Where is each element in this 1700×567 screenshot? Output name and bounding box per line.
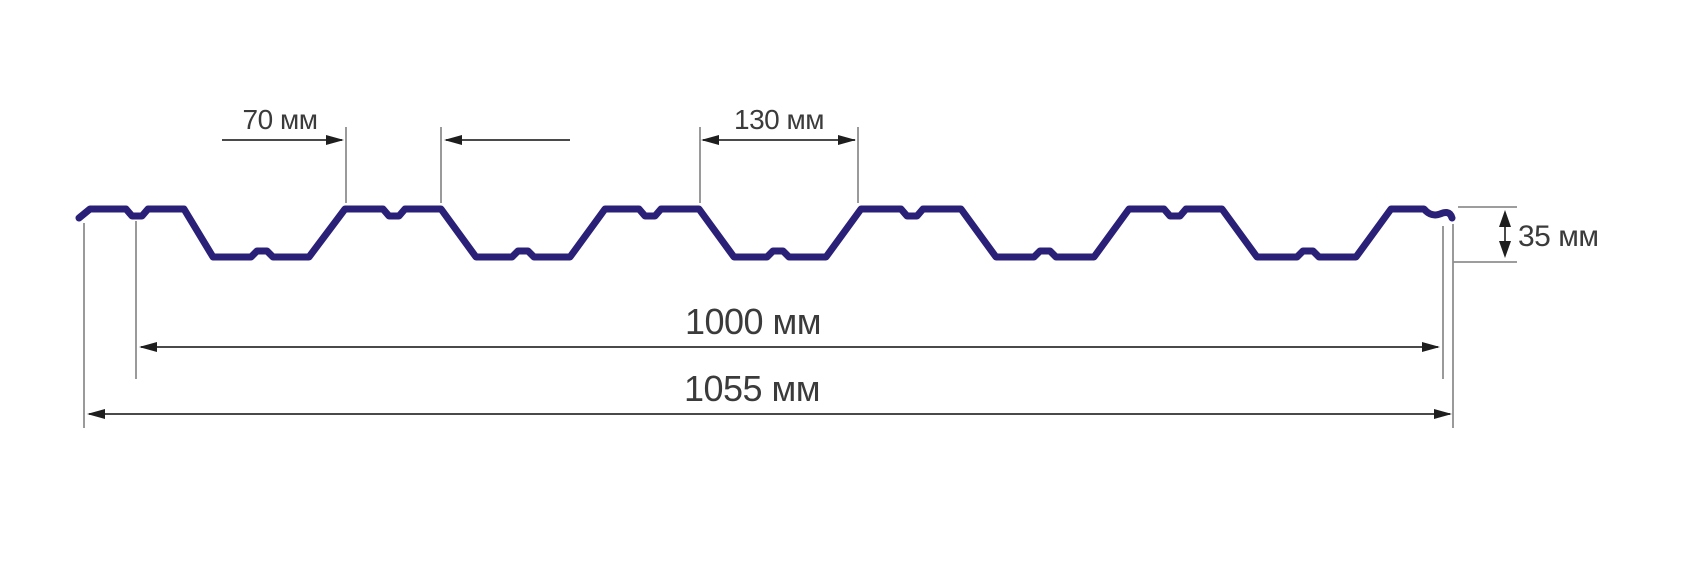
dimension-label-1000mm: 1000 мм (685, 301, 821, 342)
dimension-crest-width: 70 мм (222, 104, 570, 203)
dimension-label-70mm: 70 мм (243, 104, 318, 135)
dimension-rib-opening: 130 мм (699, 104, 859, 203)
arrowhead-right (1422, 342, 1440, 352)
arrowhead-down (1499, 241, 1511, 258)
dimension-working-width: 1000 мм (135, 221, 1444, 379)
dimension-profile-height: 35 мм (1453, 206, 1599, 263)
sheet-profile-outline (75, 205, 1456, 261)
dimension-label-130mm: 130 мм (734, 104, 824, 135)
arrowhead-left (139, 342, 157, 352)
arrowhead-right (838, 135, 856, 145)
arrowhead-right (326, 135, 344, 145)
arrowhead-up (1499, 210, 1511, 227)
dimension-label-1055mm: 1055 мм (684, 368, 820, 409)
dimension-label-35mm: 35 мм (1518, 220, 1598, 253)
arrowhead-left (87, 409, 105, 419)
arrowhead-left (444, 135, 462, 145)
dimension-overall-width: 1055 мм (83, 223, 1454, 428)
arrowhead-right (1434, 409, 1452, 419)
arrowhead-left (701, 135, 719, 145)
